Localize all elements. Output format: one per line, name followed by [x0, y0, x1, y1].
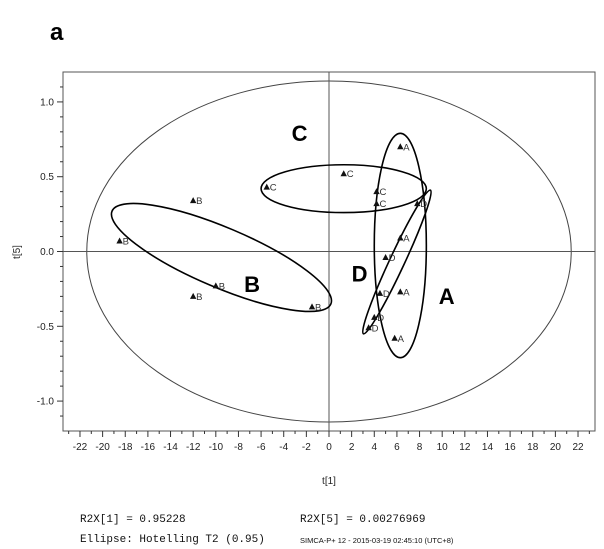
- data-point-triangle: [391, 334, 398, 341]
- data-point-label: B: [196, 196, 202, 207]
- x-tick-label: 0: [326, 442, 332, 453]
- data-point-triangle: [212, 282, 220, 289]
- group-label-b: B: [244, 272, 260, 297]
- x-tick-label: 8: [417, 442, 423, 453]
- r2x5-stat: R2X[5] = 0.00276969: [300, 514, 425, 526]
- data-point-triangle: [189, 292, 197, 299]
- data-point-triangle: [340, 170, 347, 177]
- data-point-triangle: [397, 288, 404, 295]
- data-point-triangle: [397, 234, 404, 241]
- group-label-c: C: [292, 121, 308, 146]
- x-tick-label: 12: [459, 442, 471, 453]
- y-tick-label: 0.5: [40, 172, 54, 183]
- x-tick-label: -20: [95, 442, 110, 453]
- x-tick-label: -8: [234, 442, 243, 453]
- y-tick-label: -0.5: [37, 322, 55, 333]
- x-axis-title: t[1]: [322, 476, 336, 487]
- y-tick-label: 0.0: [40, 247, 54, 258]
- software-note: SIMCA-P+ 12 - 2015-03-19 02:45:10 (UTC+8…: [300, 536, 454, 545]
- x-tick-label: -4: [279, 442, 288, 453]
- data-point-label: A: [403, 234, 410, 245]
- data-point-label: C: [380, 199, 387, 210]
- data-point-triangle: [189, 197, 197, 204]
- x-tick-label: 6: [394, 442, 400, 453]
- x-tick-label: -2: [302, 442, 311, 453]
- data-point-triangle: [371, 313, 378, 320]
- data-point-label: D: [383, 289, 390, 300]
- x-tick-label: -10: [209, 442, 224, 453]
- x-tick-label: 18: [527, 442, 539, 453]
- data-point-triangle: [376, 289, 384, 296]
- x-tick-label: -14: [163, 442, 178, 453]
- x-tick-label: 10: [437, 442, 449, 453]
- data-point-triangle: [365, 324, 372, 331]
- y-tick-label: 1.0: [40, 97, 54, 108]
- group-ellipse-b: [110, 202, 333, 313]
- data-point-triangle: [414, 200, 421, 207]
- y-axis-title: t[5]: [12, 245, 23, 259]
- group-ellipse-a: [373, 132, 428, 359]
- x-tick-label: 16: [505, 442, 517, 453]
- data-point-triangle: [116, 237, 123, 244]
- data-point-label: C: [347, 169, 354, 180]
- x-tick-label: -22: [73, 442, 88, 453]
- data-point-label: B: [219, 281, 225, 292]
- x-tick-label: -12: [186, 442, 201, 453]
- data-point-triangle: [373, 200, 380, 207]
- data-point-triangle: [382, 253, 389, 260]
- data-point-triangle: [397, 143, 404, 150]
- x-tick-label: 22: [572, 442, 584, 453]
- data-point-triangle: [263, 183, 270, 190]
- data-point-label: A: [403, 287, 410, 298]
- ellipse-note: Ellipse: Hotelling T2 (0.95): [80, 534, 265, 546]
- x-tick-label: 14: [482, 442, 494, 453]
- data-point-label: D: [389, 253, 396, 264]
- data-point-label: B: [196, 292, 202, 303]
- y-tick-label: -1.0: [37, 397, 55, 408]
- data-point-label: D: [372, 323, 379, 334]
- data-point-triangle: [373, 188, 380, 195]
- data-point-triangle: [308, 303, 316, 310]
- x-tick-label: 4: [371, 442, 377, 453]
- data-point-label: A: [398, 334, 405, 345]
- x-tick-label: -16: [141, 442, 156, 453]
- panel-letter: a: [50, 19, 64, 46]
- r2x1-stat: R2X[1] = 0.95228: [80, 514, 186, 526]
- data-point-label: C: [270, 183, 277, 194]
- data-point-label: C: [380, 187, 387, 198]
- group-ellipse-c: [260, 163, 428, 214]
- x-tick-label: 20: [550, 442, 562, 453]
- x-tick-label: -6: [257, 442, 266, 453]
- data-point-label: D: [420, 199, 427, 210]
- x-tick-label: 2: [349, 442, 355, 453]
- data-point-label: A: [403, 142, 410, 153]
- group-label-a: A: [439, 284, 455, 309]
- group-ellipse-d: [361, 189, 432, 335]
- data-point-label: D: [377, 313, 384, 324]
- data-point-label: B: [123, 237, 129, 248]
- x-tick-label: -18: [118, 442, 133, 453]
- group-label-d: D: [352, 261, 368, 286]
- data-point-label: B: [315, 302, 321, 313]
